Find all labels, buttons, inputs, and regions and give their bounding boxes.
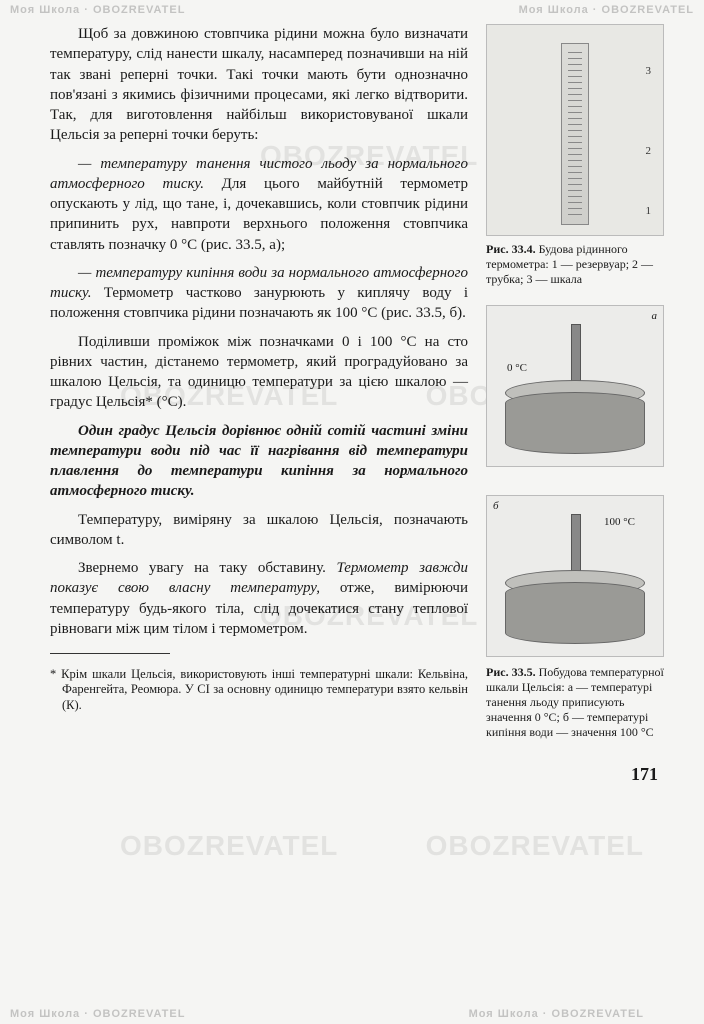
caption-number: Рис. 33.4. xyxy=(486,242,536,256)
text: Термометр частково занурюють у киплячу в… xyxy=(50,285,468,321)
figure-33-5a: а 0 °С xyxy=(486,305,664,467)
temp-label-0c: 0 °С xyxy=(507,362,527,376)
watermark: OBOZREVATEL xyxy=(120,830,338,862)
text: Звернемо увагу на таку обставину. xyxy=(78,560,336,576)
thermometer-tube-icon xyxy=(561,43,589,225)
watermark-small: Моя Школа · OBOZREVATEL xyxy=(469,1008,644,1020)
paragraph: Щоб за довжиною стовпчика рідини можна б… xyxy=(50,24,468,146)
page-number: 171 xyxy=(50,764,664,785)
paragraph: Звернемо увагу на таку обставину. Термом… xyxy=(50,558,468,639)
temp-label-100c: 100 °С xyxy=(604,516,635,530)
subfigure-b-label: б xyxy=(493,500,499,514)
figure-label-2: 2 xyxy=(646,145,652,159)
page-content: Щоб за довжиною стовпчика рідини можна б… xyxy=(0,0,704,795)
figure-33-5b: б 100 °С xyxy=(486,495,664,657)
paragraph: Поділивши проміжок між позначками 0 і 10… xyxy=(50,332,468,413)
watermark: OBOZREVATEL xyxy=(426,830,644,862)
dish-icon xyxy=(505,582,645,644)
paragraph: — температуру танення чистого льоду за н… xyxy=(50,154,468,255)
dish-icon xyxy=(505,392,645,454)
subfigure-a-label: а xyxy=(652,310,658,324)
footnote-separator xyxy=(50,653,170,654)
side-column: 3 2 1 Рис. 33.4. Будова рідинного термом… xyxy=(486,24,664,758)
footnote: * Крім шкали Цельсія, використовують інш… xyxy=(50,667,468,714)
paragraph: — температуру кипіння води за нормальног… xyxy=(50,263,468,324)
figure-33-4-caption: Рис. 33.4. Будова рідинного термометра: … xyxy=(486,242,664,287)
caption-number: Рис. 33.5. xyxy=(486,665,536,679)
thermometer-scale-icon xyxy=(568,52,582,216)
figure-33-4: 3 2 1 xyxy=(486,24,664,236)
figure-label-3: 3 xyxy=(646,65,652,79)
watermark-small: Моя Школа · OBOZREVATEL xyxy=(10,1008,185,1020)
main-column: Щоб за довжиною стовпчика рідини можна б… xyxy=(50,24,468,758)
figure-33-5-caption: Рис. 33.5. Побудова температурної шкали … xyxy=(486,665,664,740)
definition: Один градус Цельсія дорівнює одній сотій… xyxy=(50,421,468,502)
paragraph: Температуру, виміряну за шкалою Цельсія,… xyxy=(50,510,468,551)
figure-label-1: 1 xyxy=(646,205,652,219)
